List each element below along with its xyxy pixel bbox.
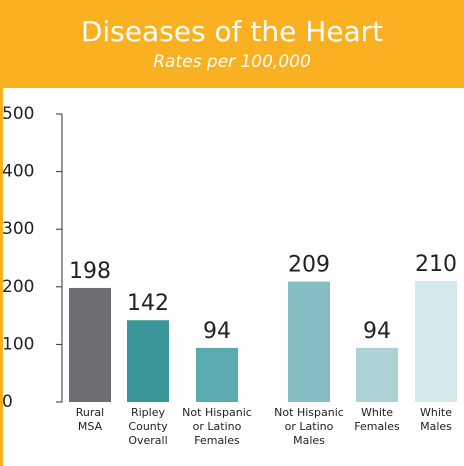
header-band <box>0 0 464 88</box>
x-tick-label: Females <box>354 420 400 433</box>
value-label: 209 <box>288 253 330 278</box>
x-tick-label: County <box>128 420 168 433</box>
x-tick-label: Females <box>194 434 240 447</box>
value-label: 210 <box>415 252 457 277</box>
y-tick-label: 300 <box>2 219 34 239</box>
chart-subtitle: Rates per 100,000 <box>153 52 311 72</box>
bar <box>288 281 330 402</box>
x-tick-label: White <box>420 406 452 419</box>
x-tick-label: Ripley <box>131 406 166 419</box>
x-tick-label: Not Hispanic <box>274 406 344 419</box>
x-tick-label: or Latino <box>193 420 242 433</box>
value-label: 198 <box>69 259 111 284</box>
y-tick-label: 500 <box>2 104 34 124</box>
y-tick-label: 200 <box>2 277 34 297</box>
x-tick-label: Not Hispanic <box>182 406 252 419</box>
x-tick-label: or Latino <box>285 420 334 433</box>
x-tick-label: Males <box>293 434 325 447</box>
bar <box>127 320 169 402</box>
bar <box>356 347 398 402</box>
left-border <box>0 88 3 466</box>
y-tick-label: 100 <box>2 334 34 354</box>
x-tick-label: Rural <box>76 406 104 419</box>
bar <box>69 287 111 402</box>
bar <box>196 347 238 402</box>
y-tick-label: 0 <box>2 392 13 412</box>
x-tick-label: Overall <box>128 434 167 447</box>
value-label: 142 <box>127 291 169 316</box>
value-label: 94 <box>363 319 391 344</box>
chart-title: Diseases of the Heart <box>81 15 383 48</box>
bar <box>415 281 457 402</box>
x-tick-label: Males <box>420 420 452 433</box>
value-label: 94 <box>203 319 231 344</box>
x-tick-label: White <box>361 406 393 419</box>
y-tick-label: 400 <box>2 162 34 182</box>
x-tick-label: MSA <box>78 420 103 433</box>
